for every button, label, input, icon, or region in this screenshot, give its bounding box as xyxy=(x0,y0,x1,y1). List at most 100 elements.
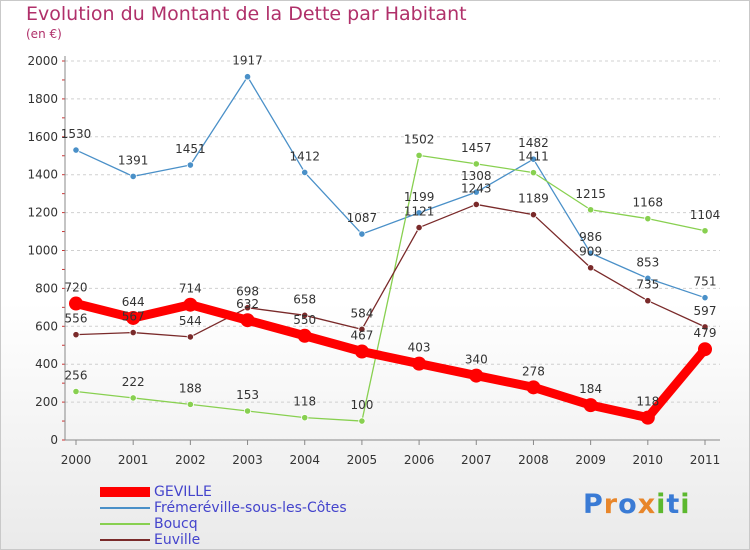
data-point xyxy=(129,394,137,402)
data-point xyxy=(415,209,423,217)
data-label: 188 xyxy=(179,381,202,395)
data-label: 403 xyxy=(408,341,431,355)
data-label: 751 xyxy=(694,275,717,289)
y-tick-label: 400 xyxy=(35,357,58,371)
data-label: 256 xyxy=(65,368,88,382)
y-tick-label: 2000 xyxy=(27,54,58,68)
y-tick-label: 1200 xyxy=(27,206,58,220)
data-point xyxy=(526,380,541,395)
data-label: 658 xyxy=(293,292,316,306)
data-point xyxy=(358,230,366,238)
data-label: 278 xyxy=(522,364,545,378)
data-label: 1104 xyxy=(690,208,721,222)
data-label: 153 xyxy=(236,388,259,402)
data-point xyxy=(240,313,255,328)
data-label: 714 xyxy=(179,282,202,296)
data-point xyxy=(587,206,595,214)
data-point xyxy=(644,274,652,282)
legend-swatch xyxy=(100,487,150,497)
x-tick-label: 2009 xyxy=(575,453,606,467)
data-point xyxy=(701,227,709,235)
data-label: 1121 xyxy=(404,205,435,219)
logo-letter: x xyxy=(637,489,657,520)
y-tick-label: 1800 xyxy=(27,92,58,106)
data-label: 1308 xyxy=(461,169,492,183)
x-tick-label: 2005 xyxy=(347,453,378,467)
y-tick-label: 1600 xyxy=(27,130,58,144)
data-label: 720 xyxy=(65,281,88,295)
data-label: 100 xyxy=(350,398,373,412)
data-point xyxy=(412,356,427,371)
data-point xyxy=(129,172,137,181)
data-label: 909 xyxy=(579,245,602,259)
data-label: 644 xyxy=(122,295,145,309)
data-point xyxy=(644,215,652,223)
data-point xyxy=(186,333,194,341)
legend-label: Boucq xyxy=(154,516,198,532)
x-tick-label: 2000 xyxy=(61,453,92,467)
data-label: 1189 xyxy=(518,192,549,206)
data-label: 1411 xyxy=(518,150,549,164)
data-point xyxy=(129,328,137,337)
data-point xyxy=(69,296,83,311)
data-point xyxy=(243,73,252,81)
data-point xyxy=(469,368,484,383)
y-tick-label: 1400 xyxy=(27,168,58,182)
logo-letter: i xyxy=(656,489,667,520)
series-line-euville xyxy=(75,203,706,338)
data-point xyxy=(358,417,366,425)
y-tick-label: 0 xyxy=(50,433,58,447)
data-label: 1451 xyxy=(175,142,206,156)
data-point xyxy=(301,414,309,422)
data-point xyxy=(472,200,480,209)
logo-letter: P xyxy=(583,489,604,520)
series-line-boucq xyxy=(75,154,706,422)
data-label: 1457 xyxy=(461,141,492,155)
data-label: 184 xyxy=(579,382,602,396)
x-tick-label: 2006 xyxy=(404,453,435,467)
data-label: 632 xyxy=(236,297,259,311)
data-point xyxy=(183,297,198,312)
series-line-geville xyxy=(74,299,709,423)
logo-letter: o xyxy=(618,489,638,520)
data-label: 1243 xyxy=(461,181,492,195)
data-label: 1412 xyxy=(289,149,320,163)
proxiti-logo: Proxiti xyxy=(583,489,691,520)
x-tick-label: 2002 xyxy=(175,453,206,467)
data-point xyxy=(583,398,598,413)
data-point xyxy=(415,223,423,232)
data-point xyxy=(529,155,538,163)
data-label: 118 xyxy=(636,395,659,409)
data-label: 340 xyxy=(465,353,488,367)
data-label: 1530 xyxy=(61,127,92,141)
data-point xyxy=(701,323,709,331)
data-point xyxy=(529,211,538,219)
data-label: 550 xyxy=(293,313,316,327)
data-point xyxy=(301,311,309,319)
data-point xyxy=(701,294,709,302)
data-point xyxy=(472,188,480,196)
data-point xyxy=(415,151,423,159)
data-point xyxy=(644,297,652,305)
logo-letter: r xyxy=(603,489,619,520)
data-point xyxy=(72,331,80,339)
data-point xyxy=(529,169,538,177)
data-label: 118 xyxy=(293,395,316,409)
data-label: 222 xyxy=(122,375,145,389)
legend-label: GEVILLE xyxy=(154,484,212,500)
x-tick-label: 2010 xyxy=(633,453,664,467)
legend-swatch xyxy=(100,539,150,541)
data-label: 1087 xyxy=(347,211,378,225)
legend-label: Frémeréville-sous-les-Côtes xyxy=(154,500,347,516)
data-label: 584 xyxy=(350,306,373,320)
data-point xyxy=(640,410,655,425)
x-tick-label: 2001 xyxy=(118,453,149,467)
logo-letter: i xyxy=(680,489,691,520)
data-label: 597 xyxy=(694,304,717,318)
chart-title: Evolution du Montant de la Dette par Hab… xyxy=(26,3,467,25)
data-point xyxy=(587,264,595,272)
data-point xyxy=(72,146,80,154)
x-tick-label: 2011 xyxy=(690,453,721,467)
